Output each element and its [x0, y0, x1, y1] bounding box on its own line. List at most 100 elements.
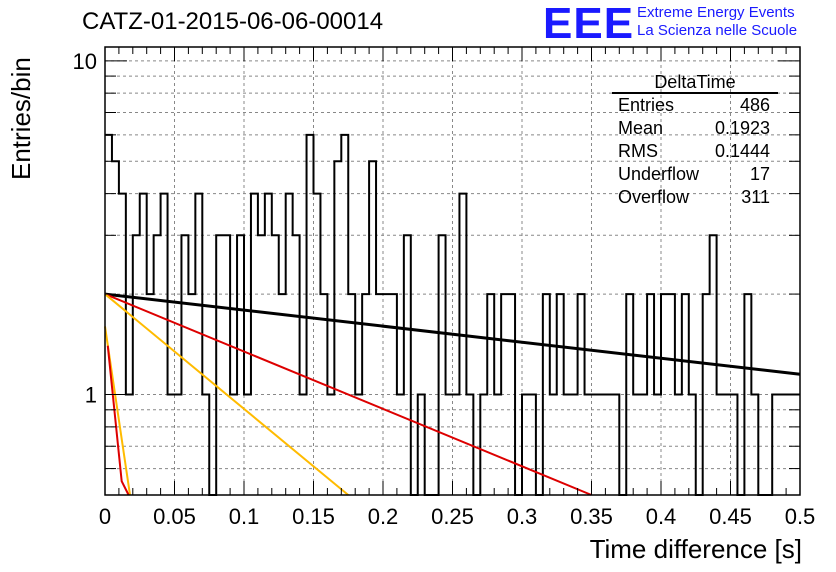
x-tick-label: 0.5 [785, 504, 816, 529]
histogram-bin [501, 294, 508, 495]
stats-title: DeltaTime [612, 72, 778, 94]
histogram-bin [508, 294, 515, 495]
histogram-bin [195, 194, 202, 495]
tick-labels: 0 0.05 0.1 0.15 0.2 0.25 0.3 0.35 0.4 0.45 0.5 1 10 [73, 49, 816, 529]
histogram-bin [703, 294, 710, 495]
histogram-bin [779, 395, 786, 495]
histogram-bin [598, 395, 605, 495]
histogram-bin [453, 395, 460, 495]
stats-row-mean: Mean 0.1923 [612, 117, 778, 140]
fit-curves [104, 292, 801, 496]
histogram-bin [307, 135, 314, 495]
logo-line-2: La Scienza nelle Scuole [637, 22, 798, 39]
histogram-bin [772, 395, 779, 495]
x-tick-label: 0.35 [570, 504, 613, 529]
stats-value: 0.1923 [714, 118, 770, 138]
histogram-bin [404, 235, 411, 495]
y-tick-label: 1 [85, 383, 97, 408]
stats-label: Underflow [618, 164, 700, 184]
eee-logo: EEE [543, 0, 635, 48]
histogram-bin [612, 395, 619, 495]
histogram-bin [223, 235, 230, 495]
histogram-bin [543, 294, 550, 495]
stats-box: DeltaTime Entries 486 Mean 0.1923 RMS 0.… [612, 72, 778, 209]
x-tick-label: 0 [99, 504, 111, 529]
y-axis-label: Entries/bin [6, 57, 36, 180]
histogram-bin [689, 395, 696, 495]
stats-row-overflow: Overflow 311 [612, 186, 778, 209]
histogram-bin [633, 395, 640, 495]
histogram-bin [390, 294, 397, 495]
histogram-bin [334, 161, 341, 495]
chart-title: CATZ-01-2015-06-06-00014 [82, 8, 384, 35]
histogram-bin [661, 294, 668, 495]
x-tick-label: 0.3 [507, 504, 538, 529]
fit-curve [104, 293, 592, 496]
histogram-bin [314, 194, 321, 495]
histogram-bin [286, 194, 293, 495]
histogram-bin [564, 395, 571, 495]
histogram-bin [154, 235, 161, 495]
histogram-bin [668, 294, 675, 495]
histogram-bin [355, 395, 362, 495]
histogram-bin [279, 294, 286, 495]
stats-label: RMS [618, 141, 658, 161]
histogram-bin [216, 235, 223, 495]
histogram-bin [494, 395, 501, 495]
histogram-bin [181, 235, 188, 495]
logo-line-1: Extreme Energy Events [637, 4, 795, 21]
histogram-bin [383, 294, 390, 495]
axes [104, 46, 801, 496]
x-tick-label: 0.4 [646, 504, 677, 529]
histogram-bin [751, 395, 758, 495]
histogram-bin [605, 395, 612, 495]
stats-row-entries: Entries 486 [612, 94, 778, 117]
histogram-bin [293, 235, 300, 495]
histogram-bin [446, 395, 453, 495]
stats-row-underflow: Underflow 17 [612, 163, 778, 186]
histogram-bin [237, 235, 244, 495]
histogram-bin [459, 194, 466, 495]
stats-value: 0.1444 [714, 141, 770, 161]
x-tick-label: 0.45 [709, 504, 752, 529]
histogram-bin [133, 235, 140, 495]
histogram-bin [140, 194, 147, 495]
stats-value: 486 [739, 95, 770, 115]
histogram-bin [626, 294, 633, 495]
histogram-bin [640, 395, 647, 495]
x-axis-label: Time difference [s] [589, 534, 802, 564]
fit-curve [104, 292, 801, 376]
histogram-bin [341, 135, 348, 495]
histogram-bin [585, 395, 592, 495]
histogram-bin [487, 294, 494, 495]
histogram-bin [230, 395, 237, 495]
histogram-bin [682, 294, 689, 495]
histogram-bin [578, 294, 585, 495]
histogram-bin [147, 294, 154, 495]
x-tick-label: 0.25 [431, 504, 474, 529]
stats-row-rms: RMS 0.1444 [612, 140, 778, 163]
histogram-bin [480, 395, 487, 495]
histogram-bin [592, 395, 599, 495]
histogram-bin [675, 395, 682, 495]
histogram-bin [724, 395, 731, 495]
stats-value: 17 [749, 164, 770, 184]
histogram-bin [654, 395, 661, 495]
stats-label: Entries [618, 95, 675, 115]
histogram-bin [202, 395, 209, 495]
histogram-bin [529, 395, 536, 495]
histogram-bin [717, 395, 724, 495]
stats-label: Mean [618, 118, 664, 138]
histogram-bin [175, 395, 182, 495]
x-tick-label: 0.05 [153, 504, 196, 529]
x-tick-label: 0.1 [229, 504, 260, 529]
histogram-bin [188, 294, 195, 495]
stats-label: Overflow [618, 187, 690, 207]
histogram-bin [744, 294, 751, 495]
logo-caption: Extreme Energy Events La Scienza nelle S… [637, 4, 797, 40]
stats-value: 311 [741, 187, 770, 207]
histogram-bin [105, 135, 112, 495]
histogram-bin [557, 294, 564, 495]
histogram-bin [397, 395, 404, 495]
